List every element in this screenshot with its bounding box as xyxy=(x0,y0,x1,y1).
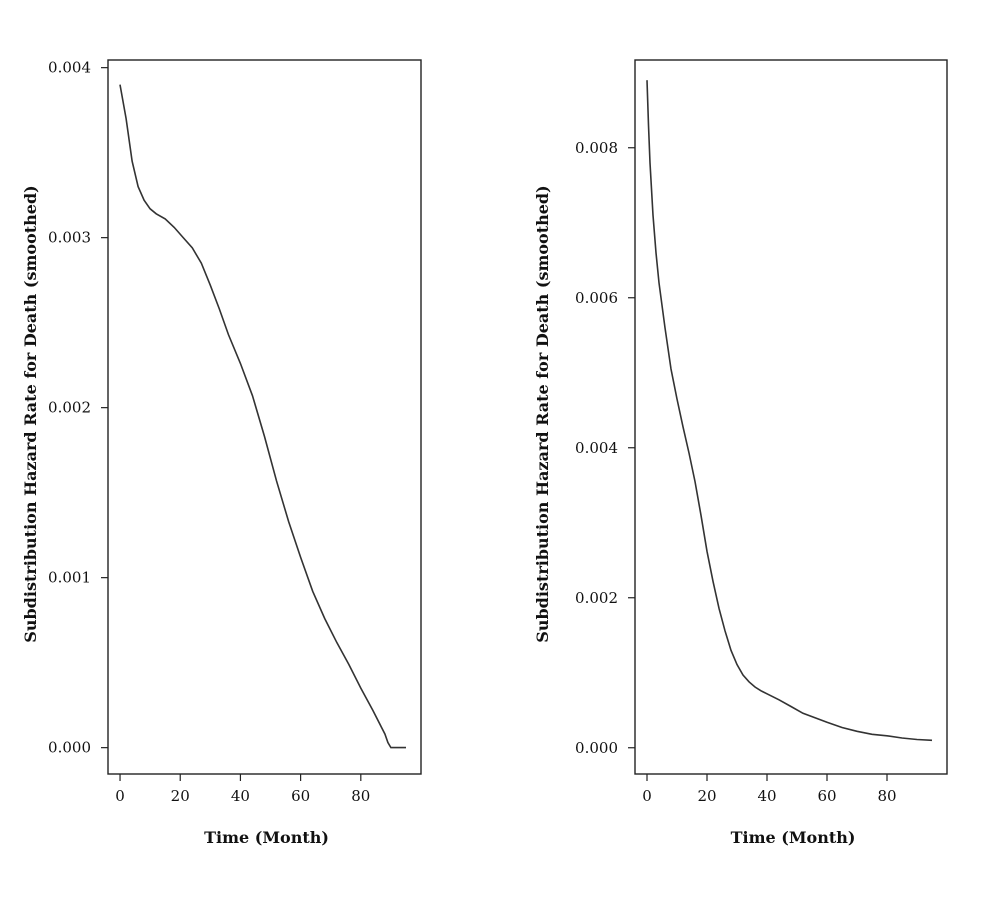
y-tick-label: 0.006 xyxy=(575,289,618,307)
x-tick-label: 60 xyxy=(291,787,310,805)
chart-panel-right: 0 20 40 60 80 0.000 0.002 0.004 0.006 0.008 Time (… xyxy=(533,59,948,847)
x-tick-label: 80 xyxy=(351,787,370,805)
x-axis-title: Time (Month) xyxy=(204,828,329,847)
x-tick-label: 40 xyxy=(757,787,776,805)
y-tick-label: 0.000 xyxy=(575,739,618,757)
plot-frame xyxy=(107,59,422,775)
y-axis-title: Subdistribution Hazard Rate for Death (s… xyxy=(21,185,40,642)
x-tick-label: 20 xyxy=(697,787,716,805)
x-tick-label: 40 xyxy=(231,787,250,805)
plot-frame xyxy=(634,59,948,775)
y-tick-label: 0.000 xyxy=(48,739,91,757)
y-tick-label: 0.003 xyxy=(48,229,91,247)
x-tick-label: 0 xyxy=(115,787,125,805)
x-tick-label: 60 xyxy=(817,787,836,805)
y-tick-label: 0.008 xyxy=(575,139,618,157)
y-tick-label: 0.002 xyxy=(48,399,91,417)
x-tick-label: 20 xyxy=(171,787,190,805)
series-line xyxy=(646,80,933,742)
x-axis-title: Time (Month) xyxy=(731,828,856,847)
x-tick-label: 80 xyxy=(877,787,896,805)
x-tick-label: 0 xyxy=(642,787,652,805)
y-tick-label: 0.001 xyxy=(48,569,91,587)
y-axis-title: Subdistribution Hazard Rate for Death (s… xyxy=(533,185,552,642)
y-tick-label: 0.002 xyxy=(575,589,618,607)
chart-panel-left: 0 20 40 60 80 0.000 0.001 0.002 0.003 0.004 Time (… xyxy=(21,59,422,847)
y-tick-label: 0.004 xyxy=(48,59,91,77)
y-tick-label: 0.004 xyxy=(575,439,618,457)
series-line xyxy=(119,84,406,749)
